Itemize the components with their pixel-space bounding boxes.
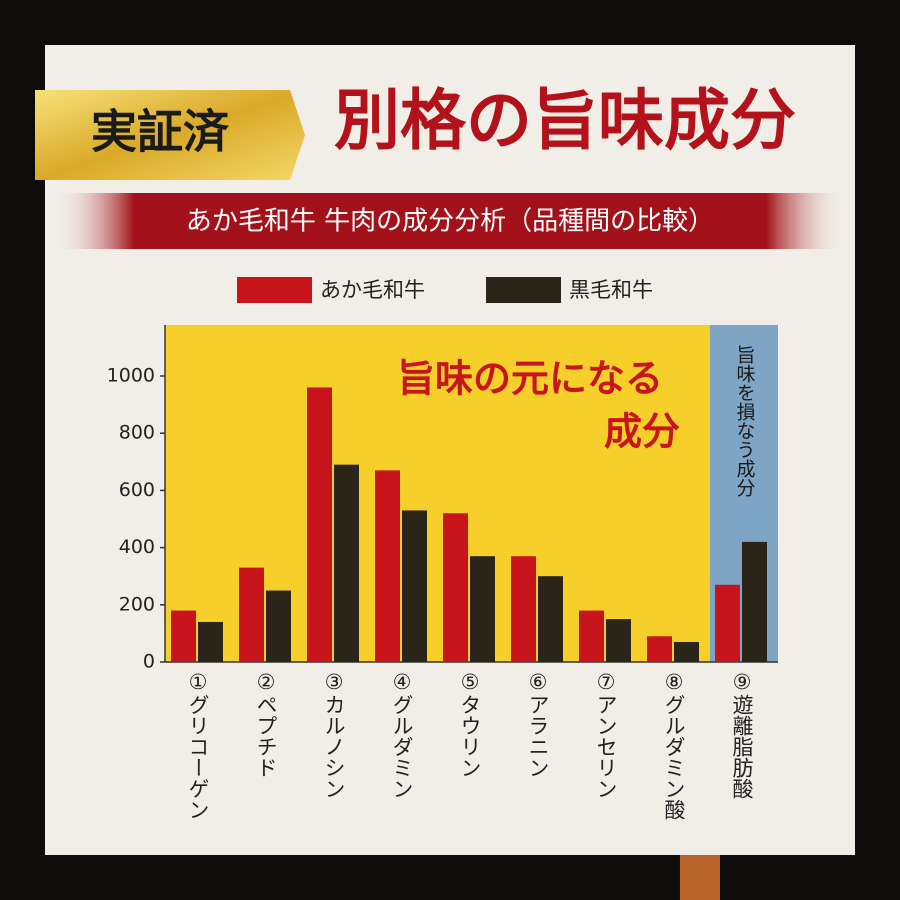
subtitle: あか毛和牛 牛肉の成分分析（品種間の比較） xyxy=(186,207,714,237)
y-tick-label: 1000 xyxy=(107,365,155,387)
y-tick-label: 600 xyxy=(119,479,155,501)
legend-swatch xyxy=(486,277,561,303)
bar xyxy=(375,470,400,662)
x-tick-label: ⑤タウリン xyxy=(458,670,482,778)
y-tick-label: 800 xyxy=(119,422,155,444)
bar xyxy=(470,556,495,662)
chart-title: 別格の旨味成分 xyxy=(334,82,796,159)
bar xyxy=(511,556,536,662)
annotation: 旨味の元になる xyxy=(397,357,663,401)
x-tick-label: ④グルダミン xyxy=(390,670,414,799)
x-tick-label: ②ペプチド xyxy=(254,670,278,778)
annotation: 成分 xyxy=(604,410,680,454)
bar xyxy=(579,610,604,662)
bar xyxy=(266,590,291,662)
y-tick-label: 200 xyxy=(119,593,155,615)
side-note: 旨味を損なう成分 xyxy=(734,345,756,497)
bar xyxy=(239,567,264,662)
bar xyxy=(674,641,699,662)
bar xyxy=(171,610,196,662)
bar xyxy=(742,541,767,662)
legend-label: 黒毛和牛 xyxy=(569,278,653,302)
bar xyxy=(647,636,672,662)
x-tick-label: ⑦アンセリン xyxy=(594,670,618,799)
bar xyxy=(198,621,223,662)
x-tick-label: ⑨遊離脂肪酸 xyxy=(730,670,754,799)
bar xyxy=(538,576,563,662)
bar xyxy=(606,619,631,662)
y-tick-label: 0 xyxy=(143,651,155,673)
x-tick-label: ⑧グルダミン酸 xyxy=(662,670,686,820)
bar xyxy=(307,387,332,662)
x-tick-label: ⑥アラニン xyxy=(526,670,550,778)
bar xyxy=(715,584,740,662)
bar xyxy=(443,513,468,662)
legend-label: あか毛和牛 xyxy=(320,278,425,302)
y-tick-label: 400 xyxy=(119,536,155,558)
bar xyxy=(334,464,359,662)
subtitle-banner xyxy=(55,193,845,249)
badge: 実証済 xyxy=(91,105,230,159)
bar xyxy=(402,510,427,662)
x-tick-label: ③カルノシン xyxy=(322,670,346,799)
wood-handle xyxy=(680,850,720,900)
badge-bg xyxy=(35,90,305,180)
legend-swatch xyxy=(237,277,312,303)
x-tick-label: ①グリコーゲン xyxy=(186,670,210,820)
